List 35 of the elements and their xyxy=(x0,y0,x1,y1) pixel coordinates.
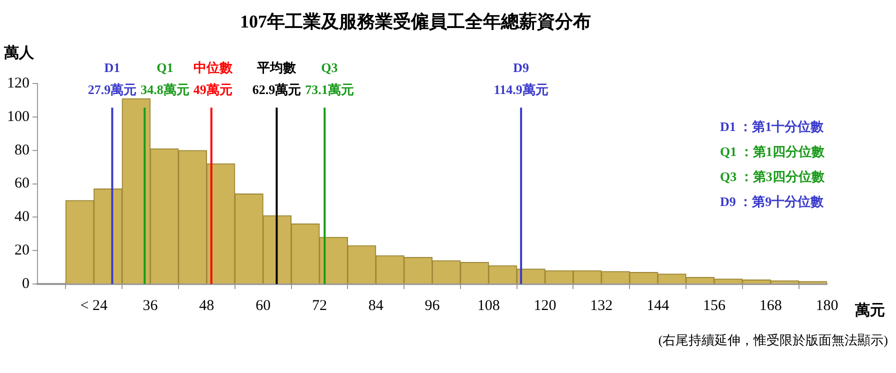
y-tick-label: 120 xyxy=(7,76,30,92)
x-tick-label: 120 xyxy=(534,298,556,314)
ref-line-label: D9 114.9萬元 xyxy=(494,60,548,97)
y-tick-label: 60 xyxy=(14,176,30,192)
x-axis-title: 萬元 xyxy=(854,302,885,319)
y-tick-label: 100 xyxy=(7,108,30,125)
chart-title: 107年工業及服務業受僱員工全年總薪資分布 xyxy=(240,11,591,32)
text: (右尾持續延伸，惟受限於版面無法顯示) xyxy=(658,332,888,348)
x-tick-label: 96 xyxy=(424,298,440,314)
annotation: D1 ：第1十分位數 xyxy=(720,118,825,134)
x-tick-label: 36 xyxy=(142,298,158,314)
annotation: Q1 ：第1四分位數 xyxy=(720,144,826,159)
ref-line-label: 中位數 49萬元 xyxy=(193,60,234,97)
x-tick-label: 132 xyxy=(590,298,613,314)
x-tick-label: < 24 xyxy=(80,298,108,314)
x-tick-label: 156 xyxy=(702,298,726,314)
x-tick-label: 144 xyxy=(646,298,670,314)
ref-line-label: Q1 34.8萬元 xyxy=(140,60,190,97)
ref-line-label: D1 27.9萬元 xyxy=(88,60,137,97)
x-tick-label: 84 xyxy=(368,298,384,314)
ref-line-label: Q3 73.1萬元 xyxy=(305,60,354,97)
x-tick-label: 60 xyxy=(256,298,271,314)
ref-line-label: 平均數 62.9萬元 xyxy=(252,60,302,97)
y-tick-label: 40 xyxy=(14,209,30,226)
x-tick-label: 48 xyxy=(199,298,214,314)
annotation: D9 ：第9十分位數 xyxy=(720,194,825,209)
y-axis-title: 萬人 xyxy=(3,44,35,62)
x-tick-label: 72 xyxy=(312,298,327,314)
y-tick-label: 80 xyxy=(14,142,30,158)
x-tick-label: 108 xyxy=(477,298,500,314)
annotation: Q3 ：第3四分位數 xyxy=(720,168,826,184)
y-tick-label: 0 xyxy=(22,276,30,292)
y-tick-label: 20 xyxy=(14,242,30,259)
x-tick-label: 168 xyxy=(759,298,782,314)
x-tick-label: 180 xyxy=(816,298,838,314)
